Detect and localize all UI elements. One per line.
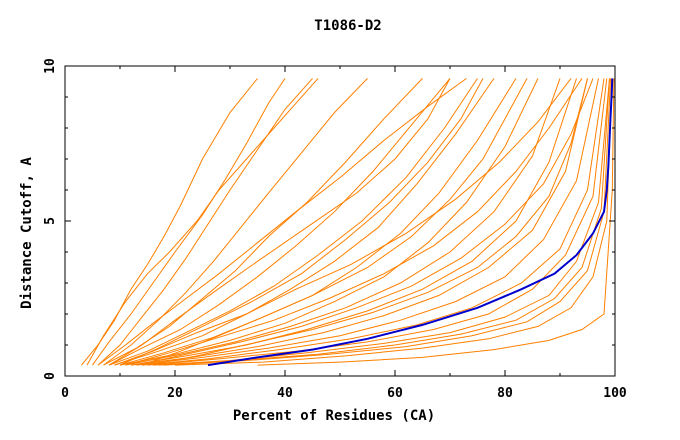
series-line-14: [136, 78, 599, 366]
series-line-27: [108, 78, 451, 366]
series-line-9: [119, 78, 517, 366]
x-axis-label: Percent of Residues (CA): [233, 408, 435, 424]
series-line-7: [108, 78, 478, 366]
series-line-22: [97, 77, 467, 366]
series-line-1: [81, 78, 258, 366]
model-series: [81, 77, 615, 366]
series-line-10: [119, 78, 539, 366]
series-line-26: [257, 78, 615, 366]
x-tick-label-80: 80: [497, 386, 513, 401]
series-line-29: [147, 78, 588, 366]
x-tick-label-0: 0: [61, 386, 69, 401]
chart-title: T1086-D2: [314, 18, 381, 34]
x-tick-label-100: 100: [603, 386, 627, 401]
series-line-28: [119, 78, 484, 366]
x-tick-label-60: 60: [387, 386, 403, 401]
series-line-2: [92, 78, 286, 366]
series-line-12: [130, 78, 577, 366]
axis-ticks: 0 20 40 60 80 100 0 5 10: [43, 58, 627, 401]
series-line-20: [174, 78, 613, 366]
series-line-16: [147, 78, 608, 366]
series-line-4: [103, 78, 368, 366]
series-line-8: [114, 78, 495, 366]
series-line-30: [141, 78, 528, 366]
y-tick-label-10: 10: [43, 58, 58, 74]
series-line-3: [97, 78, 313, 366]
highlight-line: [207, 78, 614, 367]
series-line-13: [130, 78, 588, 366]
series-line-25: [136, 78, 594, 366]
x-tick-label-40: 40: [277, 386, 293, 401]
series-line-15: [141, 78, 605, 366]
series-line-11: [125, 78, 561, 366]
series-line-21: [86, 78, 319, 366]
series-line-19: [163, 78, 612, 366]
y-tick-label-0: 0: [43, 372, 58, 380]
x-tick-label-20: 20: [167, 386, 183, 401]
highlight-series: [207, 78, 614, 367]
y-tick-label-5: 5: [43, 217, 58, 225]
series-line-18: [158, 78, 610, 366]
series-line-23: [114, 78, 572, 366]
y-axis-label: Distance Cutoff, A: [19, 157, 35, 309]
series-line-6: [108, 78, 451, 366]
